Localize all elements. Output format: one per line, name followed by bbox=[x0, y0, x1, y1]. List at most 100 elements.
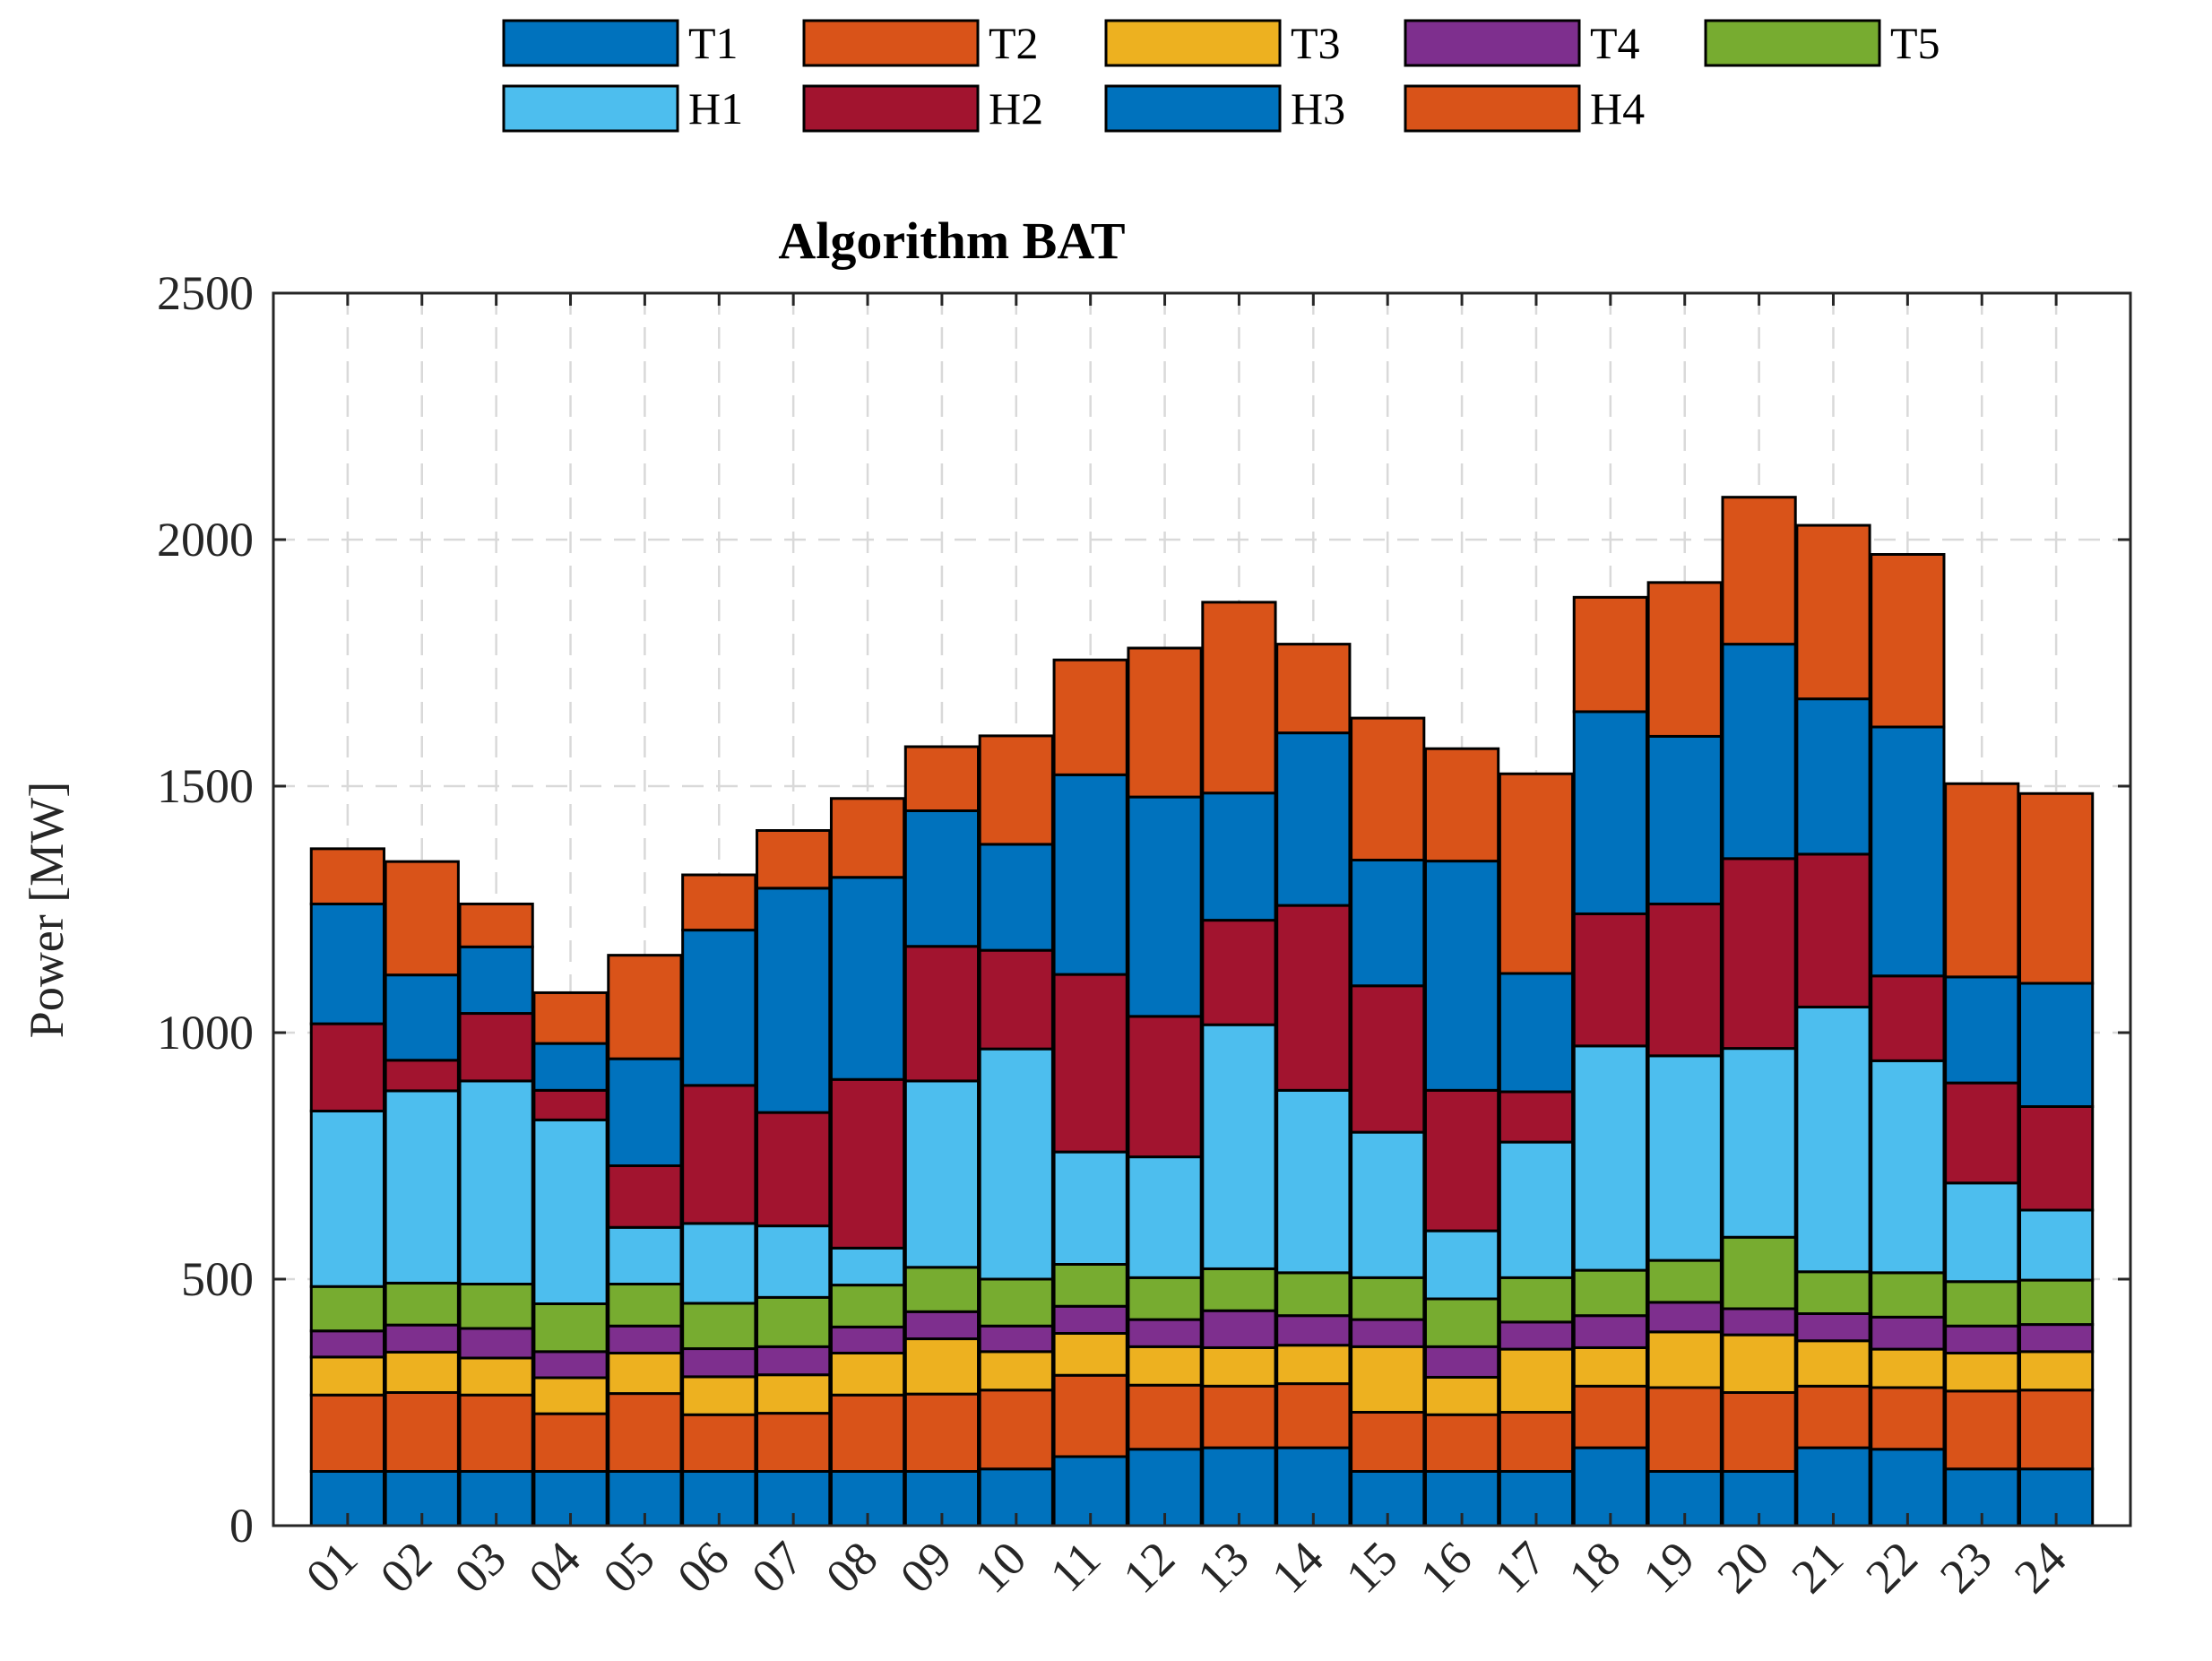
bar-segment-h2-03 bbox=[458, 1012, 534, 1083]
bar-segment-h2-01 bbox=[309, 1022, 385, 1112]
bar-segment-t2-23 bbox=[1944, 1389, 2020, 1471]
bar-segment-t5-05 bbox=[607, 1283, 683, 1328]
bar-segment-h3-02 bbox=[384, 973, 460, 1062]
bar-segment-t4-11 bbox=[1052, 1304, 1128, 1335]
bar-segment-t3-15 bbox=[1350, 1345, 1426, 1414]
bar-segment-h2-06 bbox=[681, 1084, 757, 1225]
bar-segment-h1-09 bbox=[903, 1079, 981, 1269]
bar-segment-t2-07 bbox=[756, 1412, 832, 1473]
bar-segment-t5-13 bbox=[1201, 1267, 1277, 1312]
bar-segment-t3-07 bbox=[756, 1373, 832, 1415]
bar-segment-t1-18 bbox=[1572, 1446, 1648, 1527]
bar-segment-h4-22 bbox=[1870, 553, 1946, 729]
bar-segment-h1-16 bbox=[1423, 1229, 1500, 1301]
bar-segment-h1-11 bbox=[1052, 1150, 1128, 1266]
bar-segment-t3-19 bbox=[1646, 1330, 1723, 1389]
bar-segment-t4-24 bbox=[2018, 1323, 2095, 1354]
bar-segment-h3-03 bbox=[458, 945, 534, 1016]
bar-segment-t5-23 bbox=[1944, 1280, 2020, 1328]
bar-segment-h4-04 bbox=[532, 991, 609, 1045]
bar-segment-h4-24 bbox=[2018, 792, 2095, 985]
bar-segment-t3-13 bbox=[1201, 1345, 1277, 1388]
bar-segment-h1-01 bbox=[309, 1109, 385, 1288]
bar-segment-h4-23 bbox=[1944, 782, 2020, 979]
x-tick-label: 11 bbox=[1040, 1531, 1110, 1602]
bar-segment-h1-03 bbox=[458, 1079, 534, 1286]
bar-segment-t4-19 bbox=[1646, 1301, 1723, 1334]
bar-segment-h1-12 bbox=[1127, 1155, 1203, 1279]
bar-segment-t1-20 bbox=[1721, 1470, 1797, 1527]
legend-label: T3 bbox=[1291, 18, 1341, 68]
bar-segment-h3-09 bbox=[903, 809, 981, 948]
bar-segment-h3-18 bbox=[1572, 710, 1648, 915]
bar-segment-t2-05 bbox=[607, 1392, 683, 1473]
legend-item-t2: T2 bbox=[802, 18, 1039, 68]
bar-segment-t5-20 bbox=[1721, 1235, 1797, 1311]
y-tick-label: 2000 bbox=[157, 513, 254, 567]
bar-segment-h3-12 bbox=[1127, 795, 1203, 1018]
legend-item-h2: H2 bbox=[802, 83, 1043, 134]
bar-segment-t3-22 bbox=[1870, 1347, 1946, 1389]
bar-segment-h4-06 bbox=[681, 873, 757, 932]
bar-segment-t4-07 bbox=[756, 1345, 832, 1377]
bar-segment-t4-20 bbox=[1721, 1307, 1797, 1337]
legend-item-t3: T3 bbox=[1104, 18, 1341, 68]
x-tick-label: 02 bbox=[370, 1531, 443, 1604]
x-tick-label: 19 bbox=[1633, 1531, 1706, 1604]
bar-segment-h4-07 bbox=[756, 829, 832, 890]
bar-segment-t5-03 bbox=[458, 1283, 534, 1330]
bar-segment-t2-10 bbox=[978, 1388, 1054, 1471]
bars bbox=[309, 496, 2095, 1527]
bar-segment-h4-17 bbox=[1498, 772, 1575, 975]
legend-item-h3: H3 bbox=[1104, 83, 1345, 134]
legend-label: T4 bbox=[1590, 18, 1640, 68]
x-tick-label: 23 bbox=[1930, 1531, 2002, 1604]
x-tick-label: 22 bbox=[1855, 1531, 1928, 1604]
bar-segment-t3-12 bbox=[1127, 1345, 1203, 1387]
bar-segment-t1-13 bbox=[1201, 1446, 1277, 1527]
bar-segment-t2-13 bbox=[1201, 1384, 1277, 1449]
legend-label: H3 bbox=[1291, 83, 1345, 134]
bar-segment-t3-05 bbox=[607, 1352, 683, 1396]
bar-segment-h4-08 bbox=[829, 797, 906, 879]
bar-segment-h1-22 bbox=[1870, 1059, 1946, 1275]
x-tick-label: 12 bbox=[1112, 1531, 1185, 1604]
bar-segment-t4-09 bbox=[903, 1310, 981, 1341]
legend-swatch bbox=[802, 84, 980, 133]
bar-segment-h3-20 bbox=[1721, 643, 1797, 861]
bar-segment-h4-15 bbox=[1350, 716, 1426, 861]
legend-label: T1 bbox=[688, 18, 739, 68]
bar-segment-t4-15 bbox=[1350, 1318, 1426, 1348]
bar-segment-t5-22 bbox=[1870, 1271, 1946, 1319]
bar-segment-t2-06 bbox=[681, 1413, 757, 1473]
bar-segment-t5-12 bbox=[1127, 1276, 1203, 1321]
bar-segment-h3-05 bbox=[607, 1057, 683, 1168]
x-tick-label: 21 bbox=[1781, 1531, 1853, 1604]
bar-segment-h4-09 bbox=[903, 745, 981, 812]
bar-segment-h2-19 bbox=[1646, 902, 1723, 1058]
bar-segment-h1-17 bbox=[1498, 1140, 1575, 1279]
legend-swatch bbox=[1104, 19, 1282, 67]
bar-segment-t1-21 bbox=[1795, 1446, 1871, 1527]
x-tick-label: 06 bbox=[667, 1531, 739, 1604]
bar-segment-t2-18 bbox=[1572, 1384, 1648, 1449]
bar-segment-h1-15 bbox=[1350, 1130, 1426, 1279]
bar-segment-t5-08 bbox=[829, 1284, 906, 1328]
bar-segment-h1-06 bbox=[681, 1222, 757, 1305]
bar-segment-h1-18 bbox=[1572, 1044, 1648, 1272]
bar-segment-h1-13 bbox=[1201, 1023, 1277, 1270]
bar-segment-t2-03 bbox=[458, 1393, 534, 1473]
bar-segment-t2-12 bbox=[1127, 1383, 1203, 1451]
x-tick-label: 08 bbox=[816, 1531, 888, 1604]
legend-swatch bbox=[502, 84, 679, 133]
y-tick-label: 1500 bbox=[157, 759, 254, 813]
legend-swatch bbox=[1704, 19, 1881, 67]
bar-segment-t4-14 bbox=[1275, 1314, 1352, 1347]
bar-segment-t4-06 bbox=[681, 1347, 757, 1379]
bar-segment-h4-21 bbox=[1795, 523, 1871, 701]
bar-segment-t3-10 bbox=[978, 1350, 1054, 1392]
y-tick-label: 0 bbox=[229, 1499, 254, 1553]
legend-label: H1 bbox=[688, 83, 743, 134]
bar-segment-h1-23 bbox=[1944, 1181, 2020, 1284]
bar-segment-t3-21 bbox=[1795, 1339, 1871, 1388]
